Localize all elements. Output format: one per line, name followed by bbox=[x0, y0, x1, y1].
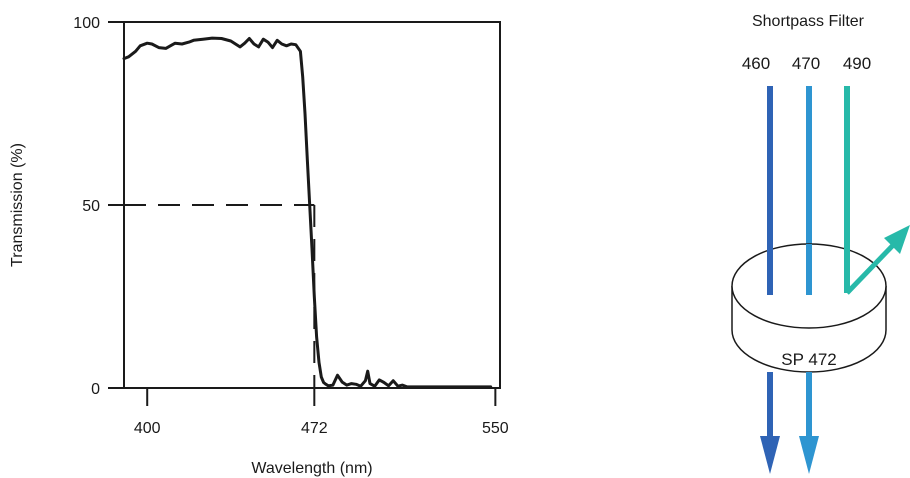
beam-label-490: 490 bbox=[843, 54, 871, 73]
x-tick-label: 400 bbox=[134, 420, 161, 437]
reflected-beam-arrowhead bbox=[884, 225, 910, 254]
shortpass-filter-diagram: Shortpass Filter 460 470 490 SP 472 bbox=[731, 13, 910, 474]
reflected-beam-490 bbox=[845, 238, 900, 295]
diagram-title: Shortpass Filter bbox=[752, 13, 865, 30]
transmitted-beam-470-arrowhead bbox=[799, 436, 819, 474]
x-tick-label: 550 bbox=[482, 420, 509, 437]
x-axis-label: Wavelength (nm) bbox=[251, 460, 372, 477]
filter-label: SP 472 bbox=[781, 350, 836, 369]
beam-label-460: 460 bbox=[742, 54, 770, 73]
y-axis-label: Transmission (%) bbox=[9, 143, 26, 267]
x-axis-ticks: 400 472 550 bbox=[134, 388, 509, 437]
y-tick-label: 100 bbox=[73, 15, 100, 32]
x-tick-label: 472 bbox=[301, 420, 328, 437]
transmission-chart: 0 50 100 400 472 550 Wavelength (nm) Transmi… bbox=[9, 15, 509, 477]
transmitted-beam-460-arrowhead bbox=[760, 436, 780, 474]
y-tick-label: 50 bbox=[82, 198, 100, 215]
transmission-curve bbox=[122, 36, 493, 389]
y-tick-label: 0 bbox=[91, 381, 100, 398]
beam-label-470: 470 bbox=[792, 54, 820, 73]
y-axis-ticks: 0 50 100 bbox=[73, 15, 124, 398]
